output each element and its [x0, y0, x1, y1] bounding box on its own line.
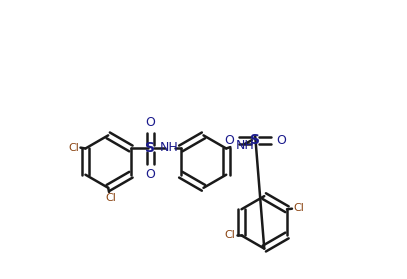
Text: NH: NH — [160, 141, 178, 154]
Text: S: S — [145, 141, 155, 155]
Text: Cl: Cl — [68, 143, 79, 153]
Text: Cl: Cl — [105, 193, 116, 203]
Text: S: S — [250, 133, 260, 147]
Text: Cl: Cl — [225, 230, 236, 240]
Text: NH: NH — [236, 139, 255, 152]
Text: Cl: Cl — [293, 203, 304, 213]
Text: O: O — [145, 116, 155, 129]
Text: O: O — [276, 134, 286, 147]
Text: O: O — [145, 168, 155, 181]
Text: O: O — [225, 134, 234, 147]
